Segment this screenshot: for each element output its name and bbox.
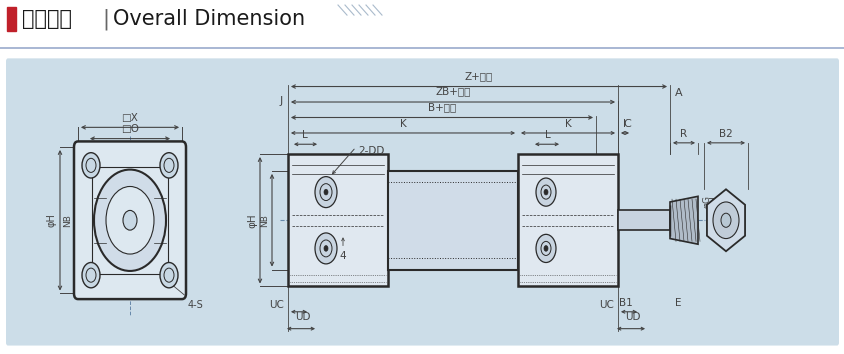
Text: L: L (544, 130, 550, 140)
Text: UC: UC (598, 300, 614, 310)
Circle shape (315, 233, 337, 264)
Text: ZB+行程: ZB+行程 (435, 86, 470, 96)
Text: □O: □O (121, 124, 138, 135)
Text: φH: φH (47, 213, 57, 227)
Text: E: E (674, 298, 680, 308)
Text: K: K (564, 119, 571, 129)
Text: B2: B2 (718, 129, 732, 139)
Bar (92, 167, 168, 274)
Text: C: C (622, 119, 630, 129)
Circle shape (323, 189, 327, 195)
Text: NB: NB (260, 214, 268, 227)
Text: UC: UC (268, 300, 284, 310)
Text: I: I (623, 119, 625, 129)
Text: φG: φG (702, 195, 711, 207)
Text: □X: □X (122, 113, 138, 123)
Text: B1: B1 (619, 298, 632, 308)
Circle shape (544, 189, 548, 195)
Text: B+行程: B+行程 (427, 102, 456, 112)
Text: 2-DD: 2-DD (358, 145, 384, 156)
Circle shape (94, 170, 165, 271)
Circle shape (123, 210, 137, 230)
Text: Z+行程: Z+行程 (464, 71, 493, 81)
Text: 外形尺寸: 外形尺寸 (22, 9, 72, 29)
Circle shape (160, 153, 178, 178)
Circle shape (544, 246, 548, 251)
Polygon shape (706, 189, 744, 251)
Bar (517, 154, 617, 286)
Circle shape (712, 202, 738, 239)
Text: K: K (399, 119, 406, 129)
Text: A: A (674, 88, 682, 98)
Text: L: L (302, 130, 307, 140)
Bar (288, 154, 387, 286)
Text: 4: 4 (339, 251, 346, 261)
Polygon shape (669, 196, 697, 244)
Text: φH: φH (246, 213, 257, 228)
Text: UD: UD (295, 312, 311, 322)
FancyBboxPatch shape (6, 58, 838, 346)
Text: R: R (679, 129, 687, 139)
Circle shape (720, 213, 730, 227)
Text: φH: φH (709, 195, 718, 207)
Bar (387, 171, 517, 269)
Circle shape (82, 263, 100, 288)
Circle shape (535, 234, 555, 263)
Bar (7, 7, 16, 31)
Circle shape (160, 263, 178, 288)
Circle shape (315, 177, 337, 207)
Text: Overall Dimension: Overall Dimension (113, 9, 305, 29)
Circle shape (535, 178, 555, 206)
Text: J: J (279, 96, 283, 105)
Bar (617, 210, 669, 230)
Text: 4-S: 4-S (171, 284, 203, 309)
Text: NB: NB (63, 214, 73, 227)
Text: UD: UD (625, 312, 640, 322)
FancyBboxPatch shape (74, 142, 186, 299)
Circle shape (323, 246, 327, 251)
Circle shape (106, 187, 154, 254)
Text: |: | (102, 8, 109, 30)
Circle shape (82, 153, 100, 178)
